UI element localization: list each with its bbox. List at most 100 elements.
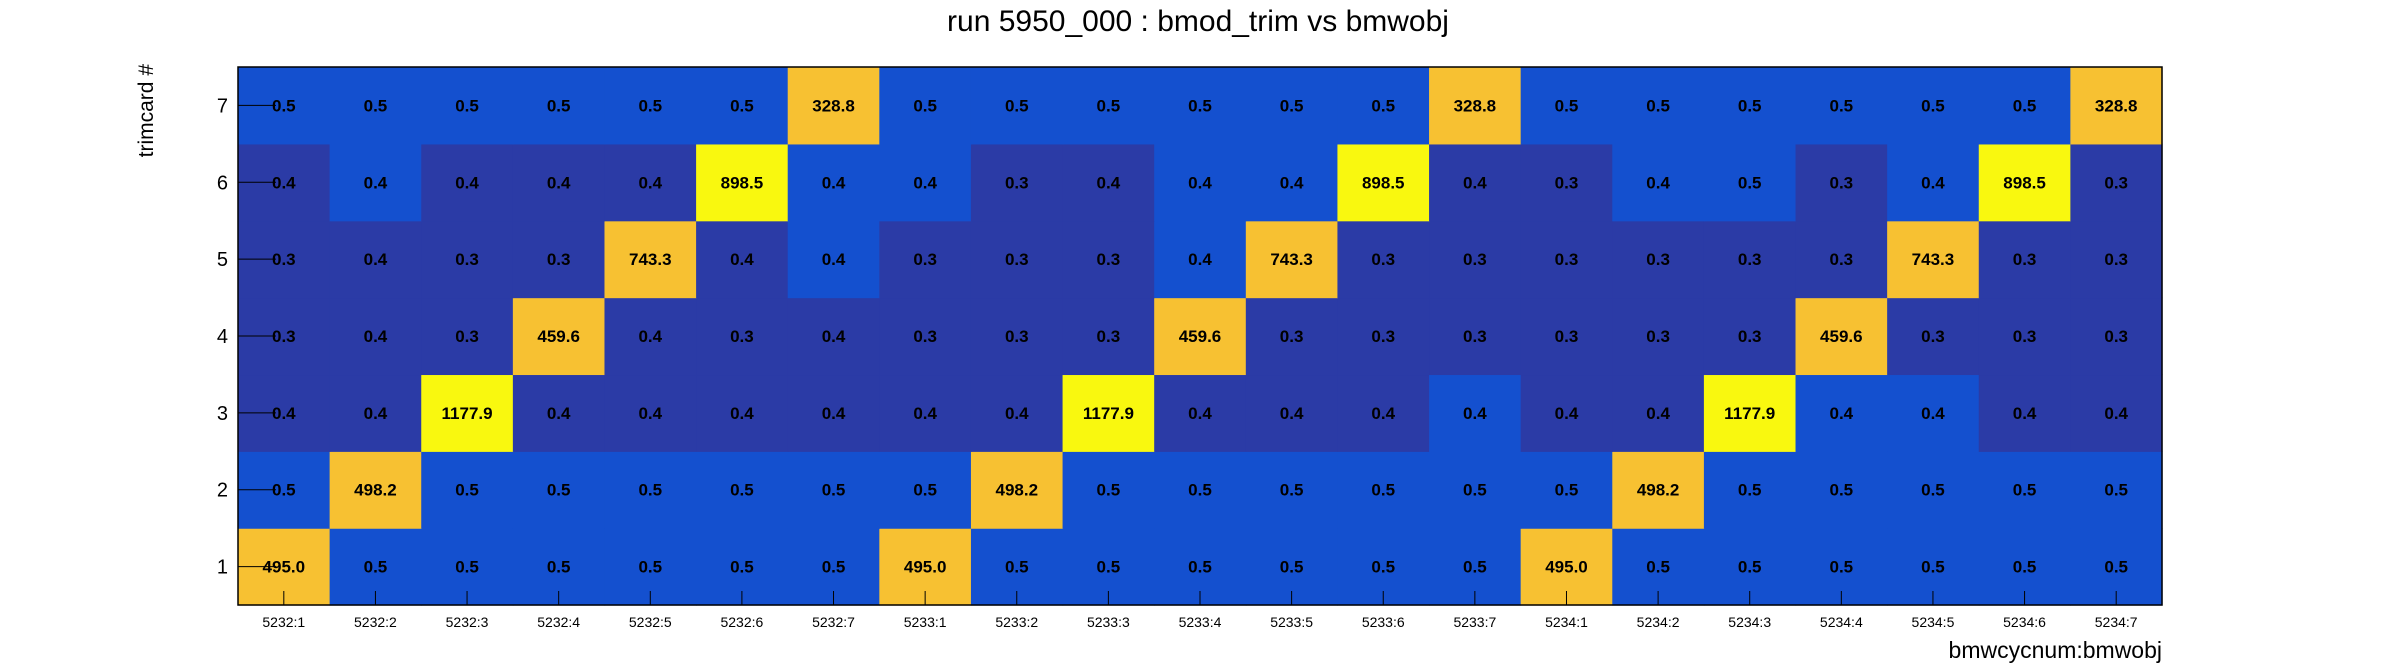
cell-value-label: 0.5	[1371, 481, 1395, 500]
heatmap-cell	[421, 220, 514, 299]
cell-value-label: 0.5	[1738, 481, 1762, 500]
heatmap-cell	[604, 451, 697, 529]
x-tick-label: 5233:5	[1270, 614, 1313, 630]
cell-value-label: 0.3	[1646, 327, 1670, 346]
heatmap-cell	[604, 143, 697, 222]
cell-value-label: 0.5	[1005, 96, 1029, 115]
y-tick-label: 6	[217, 172, 228, 194]
cell-value-label: 0.5	[1280, 481, 1304, 500]
cell-value-label: 0.3	[2013, 250, 2037, 269]
heatmap-cell	[329, 67, 422, 145]
y-axis-ticks: 1 2 3 4 5 6 7	[217, 95, 276, 579]
heatmap-cell	[1978, 220, 2071, 299]
y-tick-label: 1	[217, 557, 228, 579]
heatmap-cell	[421, 374, 514, 452]
cell-value-label: 0.4	[1555, 404, 1579, 423]
cell-value-label: 0.4	[913, 173, 937, 192]
heatmap-cell	[1978, 297, 2071, 376]
heatmap-cell	[787, 220, 880, 299]
heatmap-cell	[1337, 297, 1430, 376]
x-tick-label: 5234:2	[1637, 614, 1680, 630]
heatmap-cell	[1887, 451, 1980, 529]
cell-value-label: 0.5	[730, 96, 754, 115]
cell-value-label: 0.4	[822, 327, 846, 346]
cell-value-label: 0.4	[913, 404, 937, 423]
cell-value-label: 0.4	[1830, 404, 1854, 423]
cell-value-label: 0.5	[730, 481, 754, 500]
heatmap-cell	[1703, 451, 1797, 529]
cell-value-label: 0.3	[1463, 327, 1487, 346]
cell-value-label: 743.3	[629, 250, 672, 269]
cell-value-label: 0.5	[1738, 96, 1762, 115]
x-tick-label: 5233:3	[1087, 614, 1130, 630]
cell-value-label: 495.0	[904, 558, 947, 577]
cell-value-label: 0.3	[1921, 327, 1945, 346]
x-tick-label: 5234:1	[1545, 614, 1588, 630]
cell-value-label: 0.4	[1463, 173, 1487, 192]
cell-value-label: 0.3	[2104, 327, 2128, 346]
heatmap-cell	[1337, 67, 1430, 145]
heatmap-cell	[2070, 297, 2163, 376]
cell-value-labels: 495.0 0.5 0.5 0.5 0.5 0.5 0.5 495.0 0.5 0.5 0.5 0.5…	[263, 96, 2138, 576]
heatmap-cell	[512, 143, 606, 222]
cell-value-label: 0.4	[1005, 404, 1029, 423]
cell-value-label: 0.3	[1005, 327, 1029, 346]
heatmap-cell	[1703, 220, 1797, 299]
cell-value-label: 0.4	[1280, 404, 1304, 423]
cell-value-label: 0.5	[1738, 558, 1762, 577]
heatmap-cell	[1887, 220, 1980, 299]
cell-value-label: 0.4	[1921, 173, 1945, 192]
cell-value-label: 743.3	[1912, 250, 1955, 269]
heatmap-cell	[1245, 143, 1339, 222]
cell-value-label: 0.5	[455, 481, 479, 500]
cell-value-label: 0.3	[455, 250, 479, 269]
heatmap-cell	[1978, 143, 2071, 222]
x-tick-label: 5232:2	[354, 614, 397, 630]
heatmap-cell	[696, 143, 789, 222]
x-tick-label: 5232:6	[720, 614, 763, 630]
cell-value-label: 0.3	[1555, 250, 1579, 269]
cell-value-label: 0.3	[1371, 327, 1395, 346]
heatmap-cell	[1245, 451, 1339, 529]
heatmap-cell	[970, 374, 1064, 452]
cell-value-label: 328.8	[812, 96, 855, 115]
heatmap-cell	[1612, 374, 1705, 452]
cell-value-label: 0.3	[1646, 250, 1670, 269]
heatmap-cell	[1978, 451, 2071, 529]
x-tick-label: 5232:4	[537, 614, 580, 630]
heatmap-cell	[604, 220, 697, 299]
cell-value-label: 0.5	[638, 558, 662, 577]
heatmap-cell	[1245, 220, 1339, 299]
cell-value-label: 0.5	[1921, 481, 1945, 500]
cell-value-label: 0.5	[2013, 558, 2037, 577]
cell-value-label: 0.3	[1280, 327, 1304, 346]
heatmap-cell	[879, 297, 972, 376]
cell-value-label: 0.5	[1463, 558, 1487, 577]
heatmap-cell	[2070, 374, 2163, 452]
x-tick-label: 5234:7	[2095, 614, 2138, 630]
cell-value-label: 0.3	[1830, 250, 1854, 269]
heatmap-cell	[1795, 374, 1888, 452]
heatmap-cell	[421, 143, 514, 222]
cell-value-label: 0.5	[1738, 173, 1762, 192]
heatmap-cell	[1795, 220, 1888, 299]
heatmap-cell	[696, 451, 789, 529]
cell-value-label: 1177.9	[1083, 404, 1134, 423]
heatmap-cell	[1887, 374, 1980, 452]
cell-value-label: 0.5	[638, 481, 662, 500]
cell-value-label: 0.4	[1646, 404, 1670, 423]
cell-value-label: 0.4	[822, 173, 846, 192]
heatmap-cell	[512, 297, 606, 376]
cell-value-label: 0.5	[455, 96, 479, 115]
cell-value-label: 0.3	[1555, 173, 1579, 192]
cell-value-label: 898.5	[721, 173, 764, 192]
heatmap-cell	[329, 297, 422, 376]
heatmap-cell	[604, 374, 697, 452]
cell-value-label: 0.5	[1188, 558, 1212, 577]
y-axis-label: trimcard #	[135, 64, 158, 158]
cell-value-label: 0.3	[1830, 173, 1854, 192]
heatmap-cell	[787, 451, 880, 529]
y-tick-label: 7	[217, 95, 228, 117]
heatmap-cell	[1245, 67, 1339, 145]
x-tick-label: 5232:1	[262, 614, 305, 630]
